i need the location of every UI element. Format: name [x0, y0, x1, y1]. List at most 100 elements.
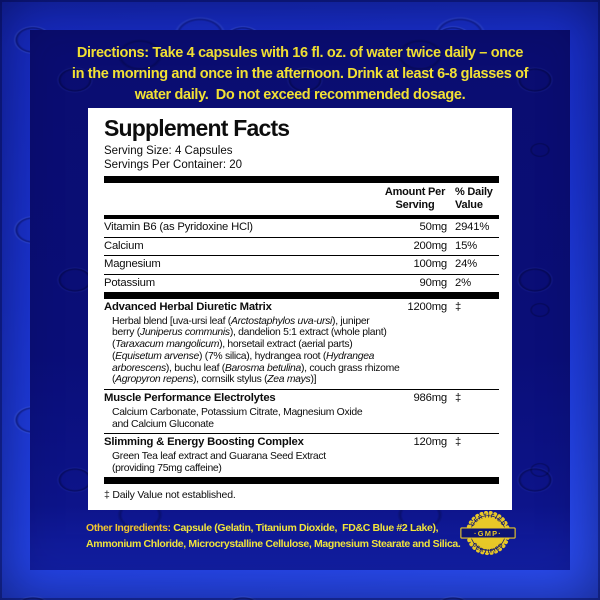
blend-description-line: (Equisetum arvense) (7% silica), hydrang… — [112, 351, 499, 363]
blend-description-line: berry (Juniperus communis), dandelion 5:… — [112, 327, 499, 339]
blend-description-latin-name: Taraxacum mangolicum — [115, 339, 220, 351]
blend-description-text: ), horsetail extract (aerial parts) — [219, 339, 353, 351]
nutrient-name: Vitamin B6 (as Pyridoxine HCl) — [104, 221, 253, 233]
blend-name-row: Slimming & Energy Boosting Complex 120mg ‡ — [104, 436, 499, 450]
blend-daily-value: ‡ — [455, 301, 462, 313]
daily-value-footnote: ‡ Daily Value not established. — [104, 489, 236, 502]
blend-description-latin-name: arborescens — [112, 362, 166, 374]
blend-description-latin-name: Equisetum arvense — [115, 350, 200, 362]
facts-column-headers: Amount Per Serving % Daily Value — [104, 183, 499, 215]
blend-description: Calcium Carbonate, Potassium Citrate, Ma… — [112, 407, 499, 431]
blend-description-line: (Agropyron repens), cornsilk stylus (Zea… — [112, 374, 499, 386]
nutrient-amount: 100mg — [413, 258, 447, 270]
blend-description-line: Herbal blend [uva-ursi leaf (Arctostaphy… — [112, 316, 499, 328]
blend-description-text: Herbal blend [uva-ursi leaf ( — [112, 315, 231, 327]
divider-thick — [104, 292, 499, 299]
blend-description-latin-name: Zea mays — [267, 374, 311, 386]
blend-description-line: (Taraxacum mangolicum), horsetail extrac… — [112, 339, 499, 351]
blend-description: Green Tea leaf extract and Guarana Seed … — [112, 451, 499, 475]
blend-description-text: Calcium Carbonate, Potassium Citrate, Ma… — [112, 406, 363, 418]
blend-name-row: Advanced Herbal Diuretic Matrix 1200mg ‡ — [104, 301, 499, 315]
label-panel: Directions: Take 4 capsules with 16 fl. … — [30, 30, 570, 570]
divider-medium — [104, 215, 499, 219]
serving-size: Serving Size: 4 Capsules — [104, 145, 233, 157]
blend-description-text: ), juniper — [332, 315, 370, 327]
blend-description-text: berry ( — [112, 327, 140, 339]
nutrient-daily-value: 2% — [455, 276, 471, 289]
supplement-facts-title: Supplement Facts — [104, 115, 290, 141]
blend-description-latin-name: Juniperus communis — [139, 327, 230, 339]
directions-line: water daily. Do not exceed recommended d… — [134, 87, 466, 103]
blend-amount: 986mg — [413, 392, 447, 405]
blend-row: Muscle Performance Electrolytes 986mg ‡ Cal… — [104, 389, 499, 433]
dv-header-line1: % Daily — [455, 186, 493, 198]
blend-amount: 120mg — [413, 436, 447, 449]
nutrient-name: Calcium — [104, 239, 144, 252]
nutrient-name: Magnesium — [104, 258, 161, 270]
other-ingredients-text: Ammonium Chloride, Microcrystalline Cell… — [86, 537, 461, 550]
nutrient-amount: 200mg — [413, 239, 447, 252]
dv-header-line2: Value — [455, 198, 483, 211]
blend-daily-value: ‡ — [455, 436, 462, 449]
blend-description-text: ( — [112, 374, 116, 386]
blend-description-latin-name: Barosma betulina — [224, 362, 301, 374]
amount-header-line1: Amount Per — [384, 186, 446, 198]
supplement-facts-panel: Supplement Facts Serving Size: 4 Capsule… — [88, 108, 512, 511]
servings-per-container: Servings Per Container: 20 — [104, 159, 243, 171]
amount-header-line2: Serving — [395, 198, 435, 211]
nutrient-daily-value: 24% — [455, 258, 478, 270]
blend-description-text: Green Tea leaf extract and Guarana Seed … — [112, 450, 326, 462]
nutrient-daily-value: 2941% — [455, 221, 490, 233]
gmp-certified-badge: CERTIFIED CERTIFIED ·GMP· — [460, 510, 516, 556]
other-ingredients-line: Ammonium Chloride, Microcrystalline Cell… — [86, 537, 461, 553]
blend-description-text: ), couch grass rhizome — [300, 362, 400, 374]
blend-description-text: )] — [310, 374, 317, 386]
nutrient-name: Potassium — [104, 276, 155, 289]
blend-description: Herbal blend [uva-ursi leaf (Arctostaphy… — [112, 316, 499, 387]
table-row: Magnesium 100mg 24% — [104, 256, 499, 275]
blend-description-text: ), buchu leaf ( — [165, 362, 225, 374]
table-row: Vitamin B6 (as Pyridoxine HCl) 50mg 2941% — [104, 219, 499, 238]
blend-description-latin-name: Arctostaphylos uva-ursi — [230, 315, 333, 327]
blend-description-text: ) (7% silica), hydrangea root ( — [199, 350, 327, 362]
directions-line: Directions: Take 4 capsules with 16 fl. … — [76, 45, 524, 61]
badge-center-text: ·GMP· — [474, 529, 502, 538]
table-row: Calcium 200mg 15% — [104, 238, 499, 256]
blend-description-text: ), dandelion 5:1 extract (whole plant) — [229, 327, 387, 339]
blend-description-text: and Calcium Gluconate — [112, 418, 214, 430]
blend-amount: 1200mg — [407, 301, 447, 313]
blend-description-line: and Calcium Gluconate — [112, 419, 499, 431]
blend-description-text: ), cornsilk stylus ( — [192, 374, 268, 386]
directions-text: Directions: Take 4 capsules with 16 fl. … — [38, 43, 562, 106]
blend-row: Advanced Herbal Diuretic Matrix 1200mg ‡ He… — [104, 299, 499, 389]
nutrient-amount: 50mg — [419, 221, 448, 233]
blend-description-latin-name: Hydrangea — [326, 350, 375, 362]
blend-description-text: (providing 75mg caffeine) — [112, 462, 222, 474]
nutrient-daily-value: 15% — [455, 239, 478, 252]
directions-line: in the morning and once in the afternoon… — [71, 66, 529, 82]
nutrient-amount: 90mg — [419, 276, 448, 289]
other-ingredients-label: Other Ingredients: — [86, 522, 174, 534]
blend-name-row: Muscle Performance Electrolytes 986mg ‡ — [104, 392, 499, 406]
badge-band — [460, 527, 516, 539]
blend-description-line: Calcium Carbonate, Potassium Citrate, Ma… — [112, 407, 499, 419]
blend-row: Slimming & Energy Boosting Complex 120mg ‡… — [104, 433, 499, 477]
blend-name: Slimming & Energy Boosting Complex — [104, 436, 304, 449]
amount-per-serving-header: Amount Per Serving — [383, 186, 447, 211]
divider-thick — [104, 176, 499, 183]
divider-thick — [104, 477, 499, 485]
other-ingredients-text: Capsule (Gelatin, Titanium Dioxide, FD&C… — [173, 522, 439, 534]
blend-description-line: arborescens), buchu leaf (Barosma betuli… — [112, 363, 499, 375]
blend-daily-value: ‡ — [455, 392, 462, 405]
daily-value-header: % Daily Value — [455, 186, 499, 211]
blend-description-text: ( — [112, 350, 116, 362]
blend-description-latin-name: Agropyron repens — [115, 374, 193, 386]
blend-table: Advanced Herbal Diuretic Matrix 1200mg ‡ He… — [104, 299, 499, 477]
blend-name: Advanced Herbal Diuretic Matrix — [104, 301, 272, 313]
blend-description-line: (providing 75mg caffeine) — [112, 463, 499, 475]
blend-description-line: Green Tea leaf extract and Guarana Seed … — [112, 451, 499, 463]
blend-description-text: ( — [112, 339, 116, 351]
other-ingredients-line: Other Ingredients: Capsule (Gelatin, Tit… — [86, 521, 461, 537]
table-row: Potassium 90mg 2% — [104, 275, 499, 293]
